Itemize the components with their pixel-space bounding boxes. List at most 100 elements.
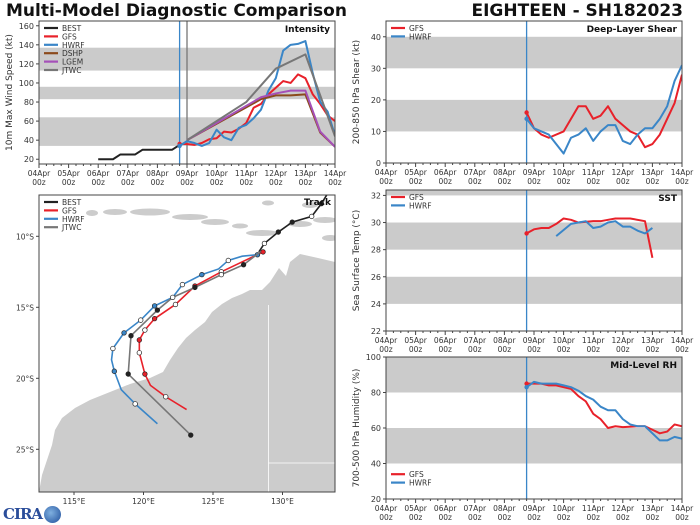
x-tick-hour: 00z [62,178,76,187]
panel-title: Deep-Layer Shear [587,25,678,35]
track-marker-filled [142,371,148,377]
x-tick-date: 10Apr [552,336,575,345]
island [313,217,335,223]
x-tick-hour: 00z [91,178,105,187]
track-marker-open [309,213,315,220]
legend-label: HWRF [409,201,432,210]
plot-area [39,21,335,164]
series-line-hwrf [525,64,682,155]
y-tick-label: 0 [376,159,381,168]
x-tick-hour: 00z [328,178,342,187]
track-marker-filled [260,249,266,255]
x-tick-date: 12Apr [612,336,635,345]
island [246,230,278,236]
x-tick-date: 06Apr [87,169,110,178]
legend-label: HWRF [62,215,85,224]
x-tick-date: 13Apr [294,169,317,178]
panel-title: Track [304,198,332,208]
x-tick-hour: 00z [438,177,452,186]
track-marker-filled [151,316,158,322]
lon-tick-label: 115°E [63,497,86,506]
track-marker-open [142,327,148,333]
x-tick-hour: 00z [498,345,512,354]
x-tick-hour: 00z [527,177,541,186]
track-line-hwrf [110,253,258,425]
y-tick-label: 22 [371,327,381,336]
y-tick-label: 40 [371,33,381,42]
x-tick-date: 06Apr [434,504,457,513]
lat-tick-label: 20°S [16,374,34,383]
y-tick-label: 80 [24,98,34,107]
y-tick-label: 20 [371,96,381,105]
x-tick-date: 10Apr [552,168,575,177]
storm-id: EIGHTEEN - SH182023 [471,1,683,21]
x-tick-date: 04Apr [375,504,398,513]
track-marker-filled [275,229,281,235]
x-tick-hour: 00z [438,345,452,354]
series-line-gfs [179,73,335,146]
x-tick-date: 08Apr [146,169,169,178]
series-line-lgem [186,89,335,148]
track-marker-filled [154,307,161,313]
track-marker-filled [125,371,131,377]
x-tick-date: 11Apr [582,504,605,513]
island [262,200,274,206]
globe-icon [44,505,62,523]
panel-title: Intensity [285,25,330,35]
track-marker-open [179,281,186,288]
track-marker-filled [240,262,247,268]
track-marker-filled [318,200,325,207]
plot-area [386,357,682,499]
logo-text: CIRA [3,505,43,523]
shaded-band [386,276,682,304]
legend-label: DSHP [62,49,83,58]
y-tick-label: 120 [19,60,34,69]
x-tick-hour: 00z [557,177,571,186]
x-tick-hour: 00z [616,177,630,186]
x-tick-date: 06Apr [434,336,457,345]
x-tick-date: 13Apr [641,168,664,177]
track-marker-open [218,271,224,278]
series-line-best [98,144,181,161]
island [130,208,170,216]
sst-panel: 22242628303204Apr00z05Apr00z06Apr00z07Ap… [352,189,694,354]
x-tick-date: 11Apr [582,168,605,177]
series-line-hwrf [526,380,682,442]
x-tick-date: 13Apr [641,504,664,513]
x-tick-date: 09Apr [176,169,199,178]
track-marker-filled [188,432,194,438]
y-axis-label: 200-850 hPa Shear (kt) [352,40,362,144]
y-tick-label: 20 [371,495,381,504]
shear-panel: 01020304004Apr00z05Apr00z06Apr00z07Apr00… [352,20,694,186]
island [201,219,229,225]
x-tick-hour: 00z [468,513,482,522]
legend-label: JTWC [61,223,81,232]
track-marker-filled [111,368,117,374]
island [103,209,127,215]
track-marker-filled [121,330,127,336]
track-marker-filled [128,333,134,339]
legend-label: GFS [409,24,424,33]
x-tick-hour: 00z [557,513,571,522]
island [86,210,98,216]
x-tick-date: 14Apr [671,168,694,177]
x-tick-date: 07Apr [117,169,140,178]
x-tick-hour: 00z [210,178,224,187]
shaded-band [386,190,682,196]
y-tick-label: 28 [371,246,381,255]
x-tick-date: 08Apr [493,168,516,177]
x-tick-hour: 00z [527,345,541,354]
legend-label: GFS [62,206,77,215]
island [232,223,248,229]
x-tick-date: 05Apr [404,504,427,513]
x-tick-hour: 00z [586,513,600,522]
x-tick-hour: 00z [379,513,393,522]
legend-label: BEST [62,198,82,207]
x-tick-date: 14Apr [671,504,694,513]
y-tick-label: 40 [371,460,381,469]
x-tick-date: 07Apr [464,504,487,513]
y-tick-label: 32 [371,191,381,200]
lat-tick-label: 25°S [16,445,34,454]
x-tick-date: 04Apr [375,336,398,345]
x-tick-date: 11Apr [235,169,258,178]
